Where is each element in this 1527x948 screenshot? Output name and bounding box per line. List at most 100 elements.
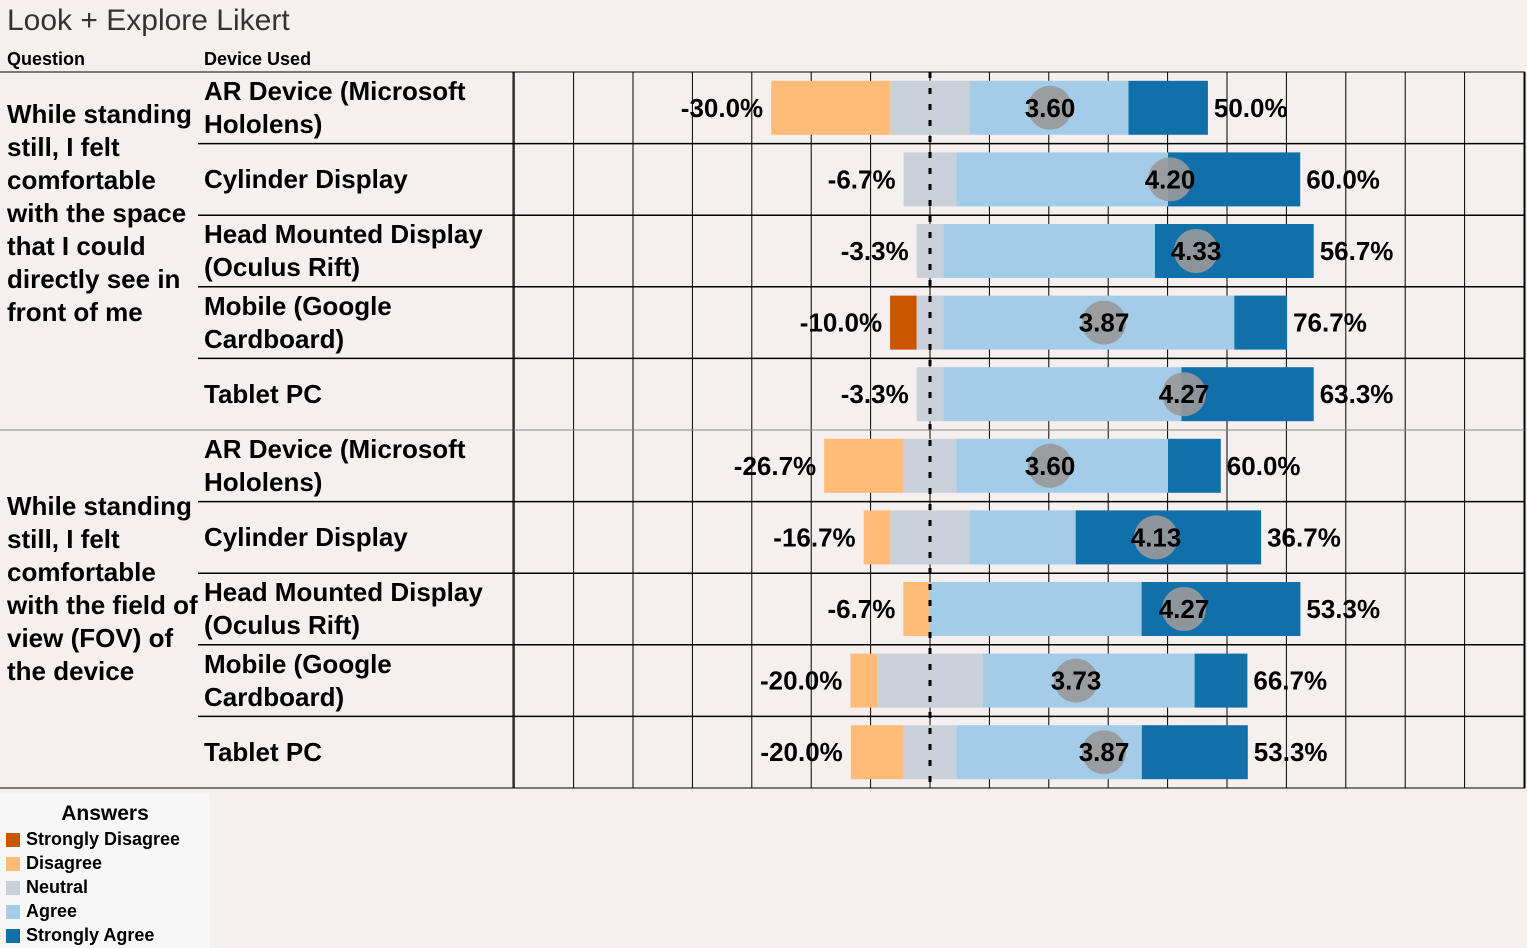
agree-percent-label: 50.0% [1214,93,1288,123]
mean-label: 4.20 [1145,164,1196,194]
legend-swatch [6,856,20,871]
mean-marker [1134,515,1178,560]
bar-row: 4.13 -16.7% 36.7% [773,510,1341,565]
legend-item: Agree [6,901,77,922]
legend-label: Disagree [26,853,103,873]
bar-segment-neutral [903,725,957,780]
mean-marker [1082,730,1126,775]
disagree-percent-label: -3.3% [841,236,909,266]
mean-label: 3.73 [1051,666,1102,696]
chart-title: Look + Explore Likert [7,4,290,37]
question-column-header: Question [7,49,86,69]
bar-segment-disagree [771,80,891,135]
legend-label: Neutral [26,877,89,897]
agree-percent-label: 60.0% [1306,164,1380,194]
device-label: AR Device (Microsoft Hololens) [204,75,466,139]
disagree-percent-label: -20.0% [760,666,842,696]
legend: Answers Strongly Disagree Disagree Neutral… [0,793,210,948]
mean-marker [1148,157,1192,202]
bar-segment-strongly-agree [1168,438,1221,493]
device-label: Mobile (Google Cardboard) [204,290,392,354]
mean-marker [1174,229,1218,273]
bar-segment-strongly-agree [1141,725,1248,780]
device-label: AR Device (Microsoft Hololens) [204,433,466,497]
bar-segment-neutral [903,152,957,207]
bar-row: 4.20 -6.7% 60.0% [828,152,1380,207]
bar-segment-strongly-disagree [890,295,917,350]
device-label: Head Mounted Display (Oculus Rift) [204,576,483,640]
device-label: Cylinder Display [204,163,408,194]
device-label: Tablet PC [204,736,322,767]
bar-row: 4.27 -3.3% 63.3% [841,367,1394,422]
mean-label: 3.60 [1025,93,1076,123]
legend-label: Strongly Disagree [26,829,181,849]
disagree-percent-label: -6.7% [827,594,895,624]
bar-row: 3.87 -10.0% 76.7% [800,295,1367,350]
device-label: Mobile (Google Cardboard) [204,648,392,712]
device-label: Tablet PC [204,378,322,409]
bar-row: 4.27 -6.7% 53.3% [827,582,1380,636]
agree-percent-label: 76.7% [1293,308,1367,338]
legend-swatch [6,832,20,847]
bar-segment-strongly-agree [1128,80,1208,135]
bar-row: 3.87 -20.0% 53.3% [760,725,1328,780]
bar-segment-agree [956,152,1169,207]
mean-label: 3.60 [1025,451,1076,481]
mean-label: 4.27 [1159,594,1210,624]
legend-swatch [6,880,20,895]
bar-segment-neutral [903,438,957,493]
bar-segment-disagree [850,653,878,708]
bar-segment-agree [969,510,1076,565]
mean-label: 3.87 [1079,308,1130,338]
legend-item: Strongly Disagree [6,829,180,850]
question-label-2: While standing still, I felt comfortable… [7,491,198,686]
disagree-percent-label: -20.0% [760,737,842,767]
disagree-percent-label: -30.0% [681,93,763,123]
legend-label: Strongly Agree [26,925,155,945]
agree-percent-label: 56.7% [1320,236,1394,266]
row-separators [0,71,1526,789]
legend-item: Neutral [6,877,88,898]
device-label: Head Mounted Display (Oculus Rift) [204,218,483,282]
mean-label: 4.13 [1131,522,1182,552]
legend-item: Disagree [6,853,102,874]
bar-row: 3.60 -26.7% 60.0% [734,438,1301,493]
bar-row: 4.33 -3.3% 56.7% [841,224,1394,278]
bar-segment-disagree [850,725,904,780]
device-column-header: Device Used [204,49,312,69]
bar-segment-neutral [916,295,944,350]
bar-row: 3.73 -20.0% 66.7% [760,653,1327,708]
bar-segment-disagree [824,438,904,493]
legend-title: Answers [61,802,149,825]
mean-marker [1028,443,1072,488]
mean-label: 4.27 [1159,379,1210,409]
disagree-percent-label: -3.3% [841,379,909,409]
mean-marker [1082,300,1126,345]
bar-segment-disagree [903,582,930,636]
agree-percent-label: 60.0% [1227,451,1301,481]
agree-percent-label: 63.3% [1320,379,1394,409]
bar-segment-strongly-agree [1194,653,1248,708]
device-label: Cylinder Display [204,521,408,552]
legend-item: Strongly Agree [6,925,154,946]
mean-marker [1162,587,1206,631]
mean-marker [1162,372,1206,417]
mean-label: 3.87 [1079,737,1130,767]
bar-segment-disagree [863,510,891,565]
legend-label: Agree [26,901,78,921]
agree-percent-label: 36.7% [1267,522,1341,552]
disagree-percent-label: -10.0% [800,308,882,338]
question-label-1: While standing still, I felt comfortable… [7,99,192,327]
bar-segment-strongly-agree [1234,295,1288,350]
bar-segment-agree [930,582,1142,636]
agree-percent-label: 53.3% [1254,737,1328,767]
disagree-percent-label: -16.7% [773,522,855,552]
legend-swatch [6,928,20,943]
disagree-percent-label: -6.7% [828,164,896,194]
bar-segment-agree [943,224,1155,278]
mean-marker [1054,658,1098,703]
disagree-percent-label: -26.7% [734,451,816,481]
mean-marker [1028,85,1072,130]
bar-row: 3.60 -30.0% 50.0% [681,80,1288,135]
